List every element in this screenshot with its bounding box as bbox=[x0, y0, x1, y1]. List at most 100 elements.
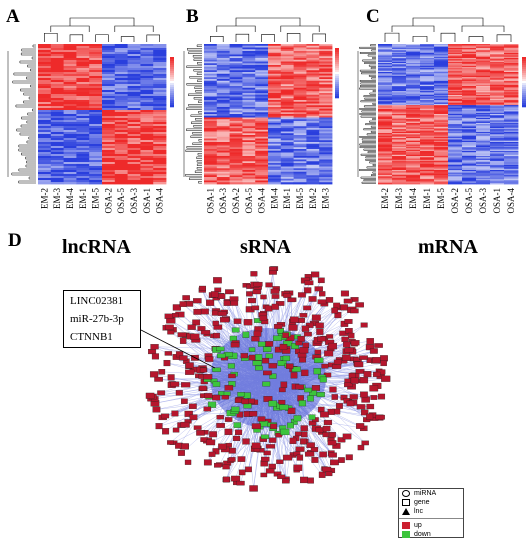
heatmap-cell bbox=[476, 75, 491, 78]
heatmap-cell bbox=[102, 114, 116, 117]
heatmap-cell bbox=[38, 168, 52, 171]
heatmap-cell bbox=[476, 117, 491, 120]
heatmap-cell bbox=[268, 149, 282, 152]
node-up bbox=[165, 324, 174, 330]
heatmap-cell bbox=[420, 134, 435, 137]
heatmap-cell bbox=[319, 56, 333, 59]
node-up bbox=[370, 395, 378, 400]
dendrogram-branch bbox=[27, 64, 36, 68]
heatmap-cell bbox=[378, 182, 393, 185]
heatmap-cell bbox=[38, 94, 52, 97]
node-up bbox=[223, 300, 231, 306]
node-up bbox=[354, 361, 364, 368]
heatmap-cell bbox=[462, 83, 477, 86]
dendrogram-branch bbox=[370, 44, 376, 47]
node-down bbox=[231, 327, 240, 333]
heatmap-cell bbox=[255, 79, 269, 82]
heatmap-cell bbox=[319, 133, 333, 136]
heatmap-cell bbox=[216, 100, 230, 103]
heatmap-cell bbox=[420, 91, 435, 93]
node-up bbox=[214, 462, 222, 468]
dendrogram-branch bbox=[362, 141, 376, 143]
heatmap-cell bbox=[504, 154, 519, 157]
heatmap-cell bbox=[392, 112, 407, 115]
heatmap-cell bbox=[38, 154, 52, 157]
heatmap-cell bbox=[89, 64, 103, 67]
node-up bbox=[301, 325, 310, 332]
heatmap-cell bbox=[476, 110, 491, 112]
heatmap-cell bbox=[89, 142, 103, 145]
heatmap-cell bbox=[490, 145, 505, 148]
heatmap-cell bbox=[76, 126, 90, 129]
heatmap-cell bbox=[127, 174, 141, 177]
node-up bbox=[167, 374, 175, 381]
dendrogram-branch bbox=[20, 52, 36, 56]
node-down bbox=[237, 392, 245, 397]
heatmap-cell bbox=[490, 93, 505, 96]
heatmap-cell bbox=[255, 75, 269, 78]
heatmap-cell bbox=[140, 114, 154, 117]
heatmap-cell bbox=[216, 157, 230, 160]
heatmap-cell bbox=[448, 79, 463, 82]
heatmap-cell bbox=[229, 91, 243, 94]
heatmap-cell bbox=[434, 129, 449, 131]
heatmap-cell bbox=[406, 168, 421, 171]
heatmap-cell bbox=[319, 63, 333, 66]
heatmap-cell bbox=[434, 173, 449, 176]
heatmap-cell bbox=[216, 58, 230, 61]
heatmap-cell bbox=[420, 126, 435, 129]
heatmap-cell bbox=[102, 46, 116, 49]
heatmap-cell bbox=[216, 114, 230, 117]
heatmap-cell bbox=[448, 177, 463, 180]
node-down bbox=[212, 381, 221, 387]
heatmap-cell bbox=[319, 173, 333, 176]
node-down bbox=[212, 367, 221, 372]
heatmap-cell bbox=[476, 74, 491, 77]
heatmap-cell bbox=[63, 108, 77, 111]
heatmap-cell bbox=[229, 87, 243, 90]
node-up bbox=[349, 394, 358, 400]
heatmap-cell bbox=[114, 178, 128, 181]
heatmap-cell bbox=[153, 82, 167, 85]
heatmap-cell bbox=[504, 66, 519, 69]
heatmap-cell bbox=[378, 150, 393, 153]
node-up bbox=[314, 349, 322, 355]
heatmap-cell bbox=[114, 46, 128, 49]
heatmap-cell bbox=[448, 107, 463, 110]
dendrogram-branch bbox=[18, 144, 36, 148]
heatmap-cell bbox=[406, 49, 421, 51]
heatmap-cell bbox=[476, 115, 491, 117]
dendrogram-branch bbox=[371, 49, 376, 52]
heatmap-cell bbox=[50, 82, 64, 85]
heatmap-cell bbox=[114, 88, 128, 91]
heatmap-cell bbox=[63, 82, 77, 85]
heatmap-cell bbox=[462, 74, 477, 77]
heatmap-cell bbox=[127, 162, 141, 165]
heatmap-cell bbox=[406, 96, 421, 98]
heatmap-cell bbox=[490, 102, 505, 105]
panel-letter-a: A bbox=[6, 6, 20, 27]
heatmap-cell bbox=[504, 140, 519, 143]
heatmap-cell bbox=[127, 180, 141, 183]
heatmap-cell bbox=[434, 140, 449, 143]
heatmap-cell bbox=[76, 138, 90, 141]
heatmap-cell bbox=[229, 182, 243, 185]
dendrogram-branch bbox=[360, 82, 376, 85]
heatmap-cell bbox=[504, 122, 519, 125]
heatmap-cell bbox=[127, 56, 141, 59]
heatmap-cell bbox=[448, 173, 463, 176]
heatmap-cell bbox=[268, 105, 282, 108]
heatmap-cell bbox=[406, 164, 421, 167]
heatmap-cell bbox=[127, 112, 141, 115]
dendrogram-branch bbox=[365, 156, 376, 159]
heatmap-cell bbox=[504, 83, 519, 86]
heatmap-cell bbox=[204, 170, 218, 173]
heatmap-cell bbox=[319, 103, 333, 106]
heatmap-cell bbox=[102, 100, 116, 103]
heatmap-cell bbox=[114, 108, 128, 111]
heatmap-cell bbox=[306, 122, 320, 125]
heatmap-cell bbox=[242, 107, 256, 110]
heatmap-cell bbox=[216, 117, 230, 120]
heatmap-cell bbox=[306, 100, 320, 103]
heatmap-cell bbox=[127, 78, 141, 81]
